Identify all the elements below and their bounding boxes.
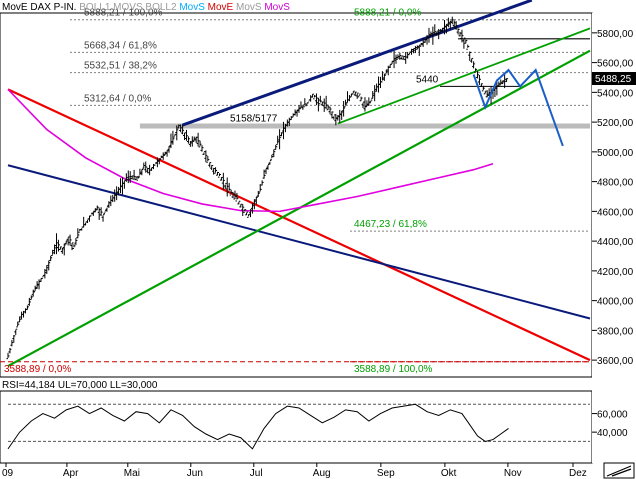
support-zone-label: 5158/5177 <box>230 114 278 125</box>
header-item: MovS <box>262 2 291 13</box>
y-tick-label: 5600,00 <box>597 59 634 70</box>
header-item: BOLL2 <box>143 2 177 13</box>
last-price-box <box>592 72 636 85</box>
header-item: DAX P-IN. <box>28 2 77 13</box>
y-tick-label: 4400,00 <box>597 237 634 248</box>
rsi-panel: 60,000 40,000 <box>7 403 628 450</box>
navy-lower-trendline <box>7 164 591 320</box>
x-tick-label: Mai <box>124 468 140 479</box>
y-axis: 5800,00 5600,00 5400,00 5200,00 5000,00 4800,… <box>592 29 634 367</box>
y-tick-label: 5200,00 <box>597 118 634 129</box>
header-item: MovS <box>177 2 206 13</box>
header-item: MovE <box>2 2 28 13</box>
y-axis-area <box>592 13 636 463</box>
x-axis: 09 Apr Mai Jun Jul Aug Sep Okt Nov Dez <box>2 463 587 479</box>
rsi-tick-label: 40,000 <box>597 428 628 439</box>
x-tick-label: Aug <box>313 468 331 479</box>
x-tick-label: Jun <box>187 468 203 479</box>
green-upper-trendline <box>337 27 591 125</box>
header-item: MovE <box>205 2 234 13</box>
y-tick-label: 5000,00 <box>597 148 634 159</box>
x-tick-label: Apr <box>63 468 79 479</box>
y-tick-label: 5400,00 <box>597 88 634 99</box>
y-tick-label: 3800,00 <box>597 326 634 337</box>
header-item: MOVS <box>110 2 143 13</box>
header-item: MovS <box>233 2 262 13</box>
x-tick-label: Okt <box>441 468 457 479</box>
fib-level-label: 5312,64 / 0,0% <box>84 93 151 104</box>
y-tick-label: 4600,00 <box>597 207 634 218</box>
projection-line <box>472 68 564 147</box>
chart-header: MovE DAX P-IN. BOLL1 MOVS BOLL2 MovS Mov… <box>2 2 290 13</box>
header-item: BOLL1 <box>76 2 110 13</box>
y-tick-label: 5800,00 <box>597 29 634 40</box>
trendlines <box>7 0 591 368</box>
fib-level-label: 3588,89 / 0,0% <box>4 364 71 375</box>
fib-level-label: 5668,34 / 61,8% <box>84 40 157 51</box>
fib-level-label: 3588,89 / 100,0% <box>354 364 433 375</box>
x-tick-label: Nov <box>504 468 522 479</box>
y-tick-label: 4000,00 <box>597 297 634 308</box>
last-price-label: 5488,25 <box>595 74 632 85</box>
support-zone <box>139 123 591 129</box>
red-trendline <box>7 88 591 362</box>
y-tick-label: 4800,00 <box>597 178 634 189</box>
moving-average-line <box>7 88 494 213</box>
labels: 5888,21 / 100,0% 5668,34 / 61,8% 5532,51 /… <box>4 8 439 375</box>
y-tick-label: 4200,00 <box>597 267 634 278</box>
rsi-tick-label: 60,000 <box>597 410 628 421</box>
fib-level-label: 5888,21 / 100,0% <box>84 8 163 19</box>
rsi-label: RSI=44,184 UL=70,000 LL=30,000 <box>2 380 158 391</box>
resize-icon <box>606 465 632 477</box>
x-tick-label: 09 <box>2 468 14 479</box>
x-tick-label: Jul <box>250 468 263 479</box>
x-tick-label: Sep <box>377 468 395 479</box>
navy-upper-trendline <box>182 0 533 127</box>
price-series <box>6 16 509 360</box>
projection <box>472 68 564 147</box>
rsi-plot-frame <box>0 390 593 464</box>
fib-level-label: 5888,21 / 0,0% <box>354 8 421 19</box>
y-tick-label: 3600,00 <box>597 356 634 367</box>
fib-level-label: 4467,23 / 61,8% <box>354 219 427 230</box>
fib-level-label: 5532,51 / 38,2% <box>84 61 157 72</box>
annotation-5440: 5440 <box>416 74 439 85</box>
x-tick-label: Dez <box>569 468 587 479</box>
rsi-line <box>7 403 509 450</box>
